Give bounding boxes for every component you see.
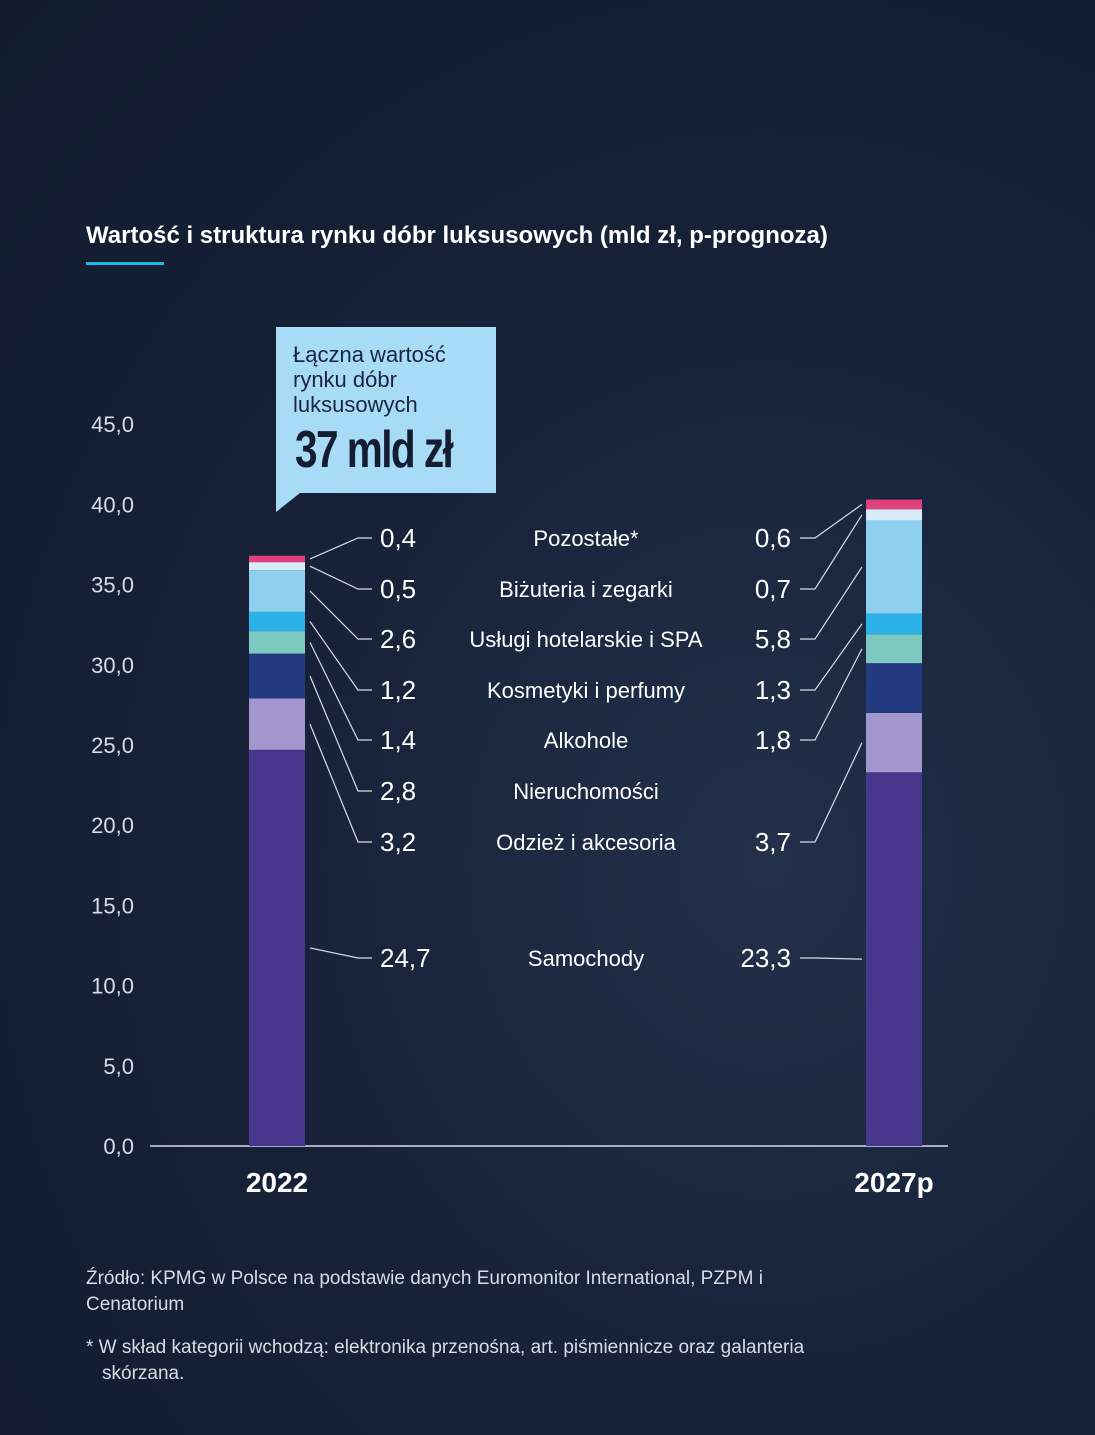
value-label-2022: 0,5 (380, 574, 416, 604)
value-label-2022: 2,6 (380, 624, 416, 654)
bar-segment-samochody-2022 (249, 749, 305, 1146)
bar-segment-pozostałe--2022 (249, 555, 305, 563)
leader-line-2027p (800, 957, 863, 960)
series-name-label: Biżuteria i zegarki (499, 577, 673, 602)
leader-line-2022 (309, 675, 372, 792)
leader-line-2022 (309, 565, 372, 590)
leader-line-2027p (800, 503, 863, 539)
y-tick-label: 30,0 (91, 653, 134, 678)
bar-segment-odzież-i-akcesoria-2022 (249, 698, 305, 750)
series-name-label: Pozostałe* (533, 526, 639, 551)
value-label-2027p: 1,3 (755, 675, 791, 705)
bar-segment-biżuteria-i-zegarki-2027p (866, 509, 922, 521)
value-label-2022: 0,4 (380, 523, 416, 553)
value-label-2027p: 1,8 (755, 725, 791, 755)
leader-line-2027p (800, 623, 863, 691)
bar-segment-kosmetyki-i-perfumy-2022 (249, 611, 305, 632)
footnote: * W skład kategorii wchodzą: elektronika… (86, 1335, 846, 1387)
leader-line-2022 (309, 947, 372, 959)
leader-line-2027p (800, 566, 863, 640)
leader-line-2022 (309, 537, 372, 560)
series-name-label: Odzież i akcesoria (496, 830, 677, 855)
y-tick-label: 35,0 (91, 573, 134, 598)
bar-segment-nieruchomości-2022 (249, 653, 305, 699)
footnote-text: * W skład kategorii wchodzą: elektronika… (86, 1337, 805, 1384)
chart-title: Wartość i struktura rynku dóbr luksusowy… (86, 222, 828, 249)
source-note: Źródło: KPMG w Polsce na podstawie danyc… (86, 1268, 763, 1315)
bar-segment-usługi-hotelarskie-i-spa-2027p (866, 520, 922, 614)
title-underline (86, 262, 164, 265)
series-name-label: Nieruchomości (513, 779, 659, 804)
y-tick-label: 20,0 (91, 813, 134, 838)
y-tick-label: 10,0 (91, 974, 134, 999)
leader-line-2027p (800, 648, 863, 741)
bar-segment-alkohole-2027p (866, 634, 922, 664)
value-label-2027p: 0,7 (755, 574, 791, 604)
bar-segment-odzież-i-akcesoria-2027p (866, 712, 922, 773)
bar-segment-usługi-hotelarskie-i-spa-2022 (249, 570, 305, 612)
bar-segment-kosmetyki-i-perfumy-2027p (866, 613, 922, 635)
value-label-2022: 24,7 (380, 943, 431, 973)
series-name-label: Alkohole (544, 728, 628, 753)
y-tick-label: 40,0 (91, 492, 134, 517)
y-tick-label: 0,0 (103, 1134, 134, 1159)
bar-segment-alkohole-2022 (249, 631, 305, 654)
value-label-2027p: 5,8 (755, 624, 791, 654)
bar-segment-pozostałe--2027p (866, 499, 922, 510)
y-tick-label: 25,0 (91, 733, 134, 758)
x-category-label: 2022 (246, 1167, 308, 1198)
bar-segment-nieruchomości-2027p (866, 663, 922, 713)
y-tick-label: 45,0 (91, 412, 134, 437)
callout-text: Łączna wartość rynku dóbr luksusowych (293, 342, 446, 417)
value-label-2022: 1,4 (380, 725, 416, 755)
y-tick-label: 5,0 (103, 1054, 134, 1079)
bar-segment-biżuteria-i-zegarki-2022 (249, 562, 305, 571)
bar-segment-samochody-2027p (866, 772, 922, 1146)
leader-line-2027p (800, 742, 863, 843)
callout-box (276, 327, 496, 512)
value-label-2022: 1,2 (380, 675, 416, 705)
leader-line-2027p (800, 514, 863, 590)
leader-line-2022 (309, 621, 372, 691)
value-label-2027p: 0,6 (755, 523, 791, 553)
value-label-2027p: 23,3 (740, 943, 791, 973)
series-name-label: Kosmetyki i perfumy (487, 678, 685, 703)
leader-line-2022 (309, 590, 372, 640)
value-label-2022: 2,8 (380, 776, 416, 806)
leader-line-2022 (309, 642, 372, 741)
x-category-label: 2027p (854, 1167, 933, 1198)
series-name-label: Usługi hotelarskie i SPA (469, 627, 702, 652)
value-label-2022: 3,2 (380, 827, 416, 857)
series-name-label: Samochody (528, 946, 644, 971)
leader-line-2022 (309, 723, 372, 843)
y-tick-label: 15,0 (91, 893, 134, 918)
callout-value: 37 mld zł (295, 421, 454, 479)
value-label-2027p: 3,7 (755, 827, 791, 857)
